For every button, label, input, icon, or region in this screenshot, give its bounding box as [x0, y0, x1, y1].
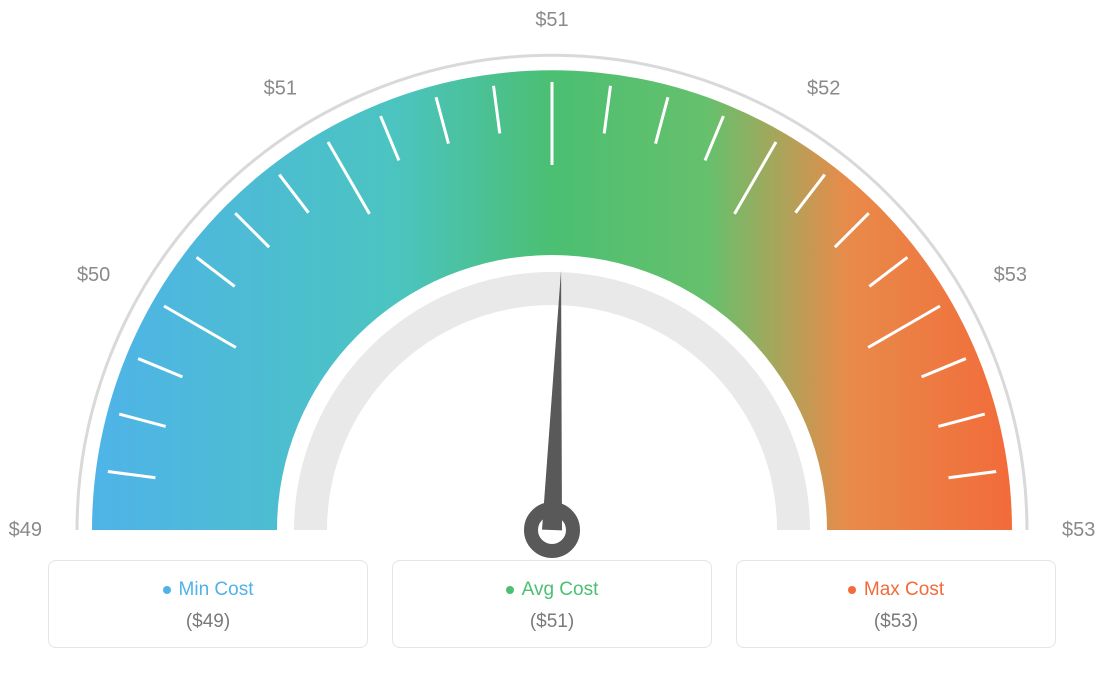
legend-label-min: Min Cost [163, 579, 254, 601]
svg-text:$51: $51 [264, 77, 297, 99]
svg-text:$52: $52 [807, 77, 840, 99]
legend-card-min: Min Cost ($49) [48, 560, 368, 648]
legend-value-avg: ($51) [405, 611, 699, 633]
svg-text:$53: $53 [1062, 519, 1095, 541]
svg-text:$53: $53 [994, 264, 1027, 286]
svg-text:$49: $49 [9, 519, 42, 541]
legend-label-avg: Avg Cost [506, 579, 599, 601]
legend-card-avg: Avg Cost ($51) [392, 560, 712, 648]
legend-value-max: ($53) [749, 611, 1043, 633]
legend-label-max: Max Cost [848, 579, 944, 601]
cost-gauge-chart: $49 $50 $51 $51 $52 $53 $53 [0, 0, 1104, 560]
svg-text:$50: $50 [77, 264, 110, 286]
legend-card-max: Max Cost ($53) [736, 560, 1056, 648]
svg-text:$51: $51 [535, 9, 568, 31]
legend-row: Min Cost ($49) Avg Cost ($51) Max Cost (… [0, 560, 1104, 648]
legend-value-min: ($49) [61, 611, 355, 633]
gauge-svg: $49 $50 $51 $51 $52 $53 $53 [0, 0, 1104, 560]
